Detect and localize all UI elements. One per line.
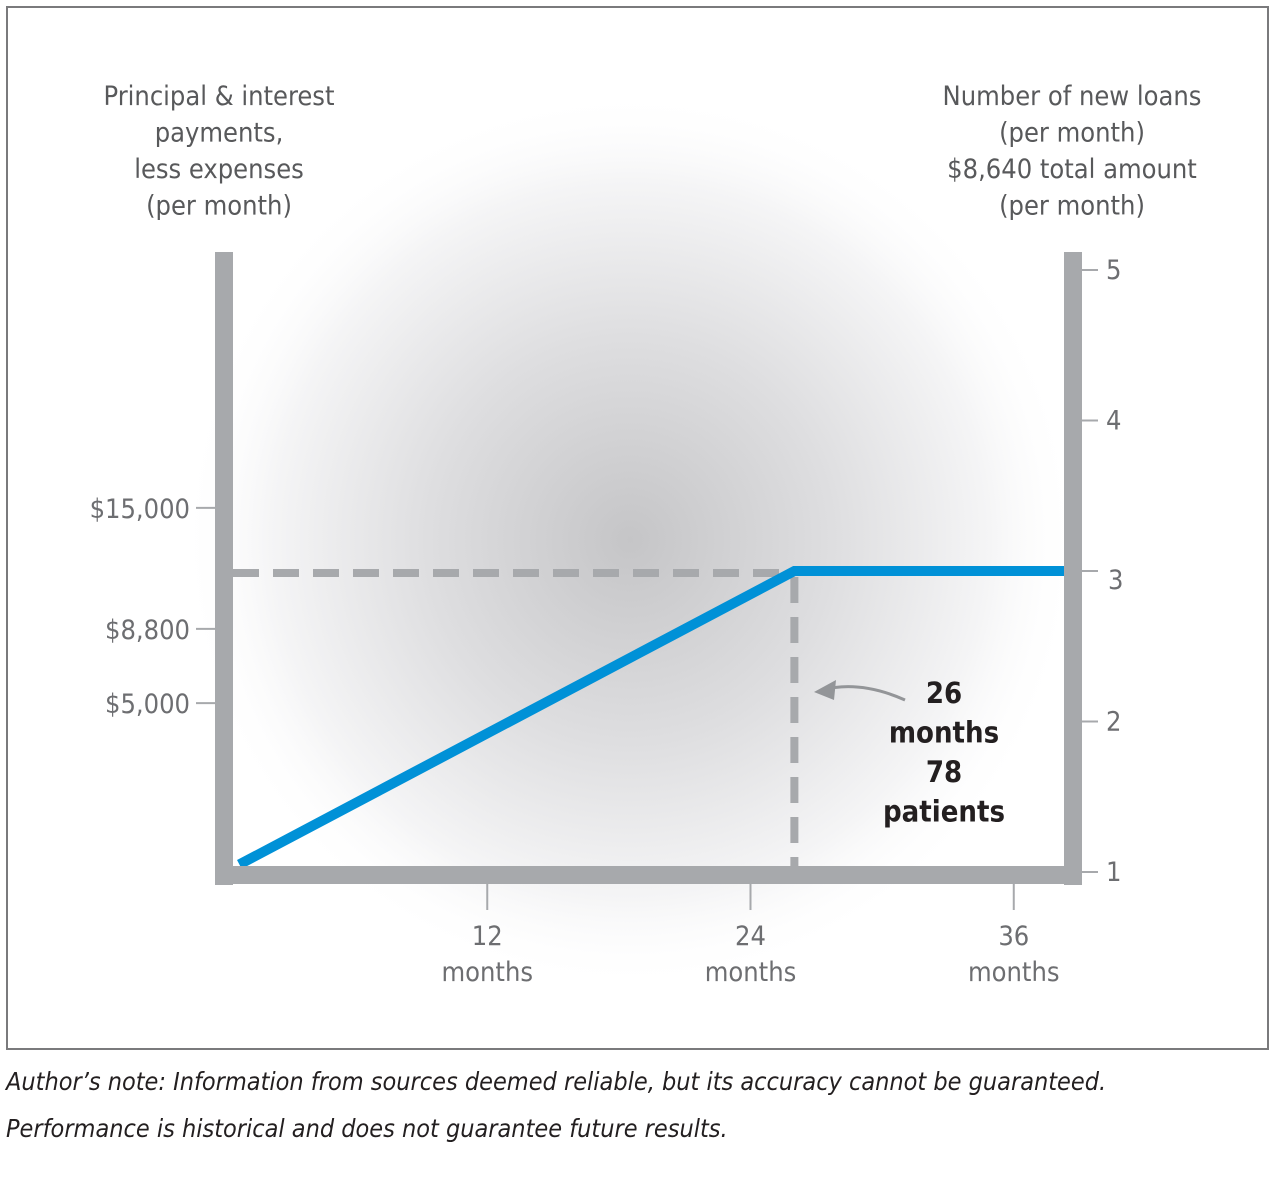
annotation-text-line: 26: [926, 676, 962, 710]
x-axis: [215, 866, 1082, 884]
left-tick-label: $15,000: [90, 494, 190, 525]
axes: [215, 252, 1082, 885]
annotation-text-line: months: [889, 716, 999, 750]
series: [237, 566, 1073, 869]
right-axis-title: Number of new loans (per month) $8,640 tot…: [943, 81, 1202, 222]
x-axis-ticks: 12 months 24 months 36 months: [442, 884, 1060, 988]
x-tick-label: 12: [472, 921, 503, 952]
x-tick-label: months: [968, 957, 1060, 988]
x-tick-label: months: [442, 957, 534, 988]
left-axis-title-line: less expenses: [134, 154, 304, 185]
x-tick-label: 24: [735, 921, 766, 952]
left-tick-label: $5,000: [105, 689, 190, 720]
right-tick-label: 2: [1106, 707, 1121, 738]
annotation-text-line: patients: [883, 795, 1005, 829]
left-axis-ticks: $15,000 $8,800 $5,000: [90, 494, 215, 720]
right-tick-label: 5: [1106, 255, 1121, 286]
right-tick-label: 1: [1106, 857, 1121, 888]
right-tick-label: 3: [1108, 565, 1123, 596]
annotation-text-line: 78: [926, 755, 962, 789]
right-axis-title-line: Number of new loans: [943, 81, 1202, 112]
series-line: [237, 566, 1073, 869]
right-axis-title-line: (per month): [999, 118, 1145, 149]
footnote-line-2: Performance is historical and does not g…: [6, 1114, 728, 1143]
left-axis-title-line: payments,: [155, 118, 284, 149]
annotation: 26 months 78 patients: [814, 676, 1005, 829]
left-axis: [215, 252, 233, 885]
right-axis: [1064, 252, 1082, 885]
left-axis-title-line: (per month): [146, 191, 292, 222]
footnote-line-1: Author’s note: Information from sources …: [6, 1067, 1107, 1096]
right-axis-ticks: 5 4 3 2 1: [1082, 255, 1123, 888]
x-tick-label: 36: [998, 921, 1029, 952]
left-axis-title: Principal & interest payments, less expens…: [104, 81, 335, 222]
annotation-arrowhead: [814, 680, 836, 700]
x-tick-label: months: [705, 957, 797, 988]
left-tick-label: $8,800: [105, 615, 190, 646]
left-axis-title-line: Principal & interest: [104, 81, 335, 112]
reference-lines: [233, 569, 799, 870]
right-tick-label: 4: [1106, 406, 1121, 437]
right-axis-title-line: $8,640 total amount: [947, 154, 1197, 185]
background-glow: [180, 90, 1080, 990]
chart: Principal & interest payments, less expens…: [90, 81, 1202, 990]
right-axis-title-line: (per month): [999, 191, 1145, 222]
